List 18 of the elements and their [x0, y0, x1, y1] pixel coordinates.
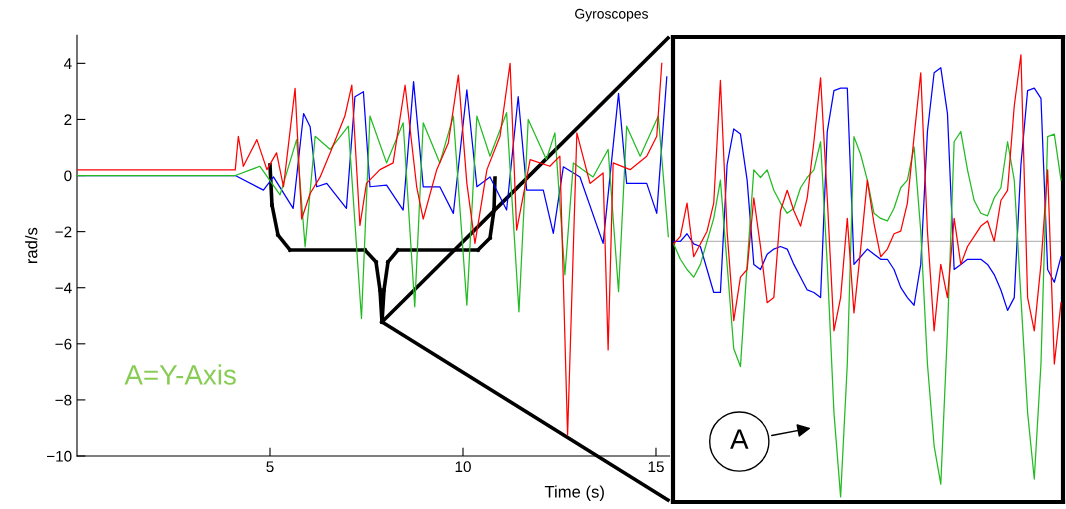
y-tick-label: −6: [55, 338, 72, 350]
y-tick-label: −2: [55, 226, 72, 238]
y-axis-title: rad/s: [25, 227, 38, 264]
x-axis-title: Time (s): [544, 485, 604, 501]
line-series: [77, 112, 669, 320]
x-tick-label: 5: [266, 461, 274, 473]
y-tick-label: 2: [64, 114, 72, 125]
annotation: A=Y-Axis: [124, 364, 236, 385]
y-tick-label: −8: [55, 394, 72, 406]
line-series: [77, 62, 663, 436]
y-tick-label: 4: [63, 58, 72, 69]
y-tick-label: −10: [46, 450, 72, 462]
y-tick-label: −4: [55, 282, 72, 294]
y-tick-label: 0: [64, 170, 72, 182]
annotation: A: [730, 429, 749, 449]
x-tick-label: 10: [455, 461, 471, 473]
chart-title: Gyroscopes: [575, 8, 648, 22]
x-tick-label: 15: [648, 461, 664, 473]
